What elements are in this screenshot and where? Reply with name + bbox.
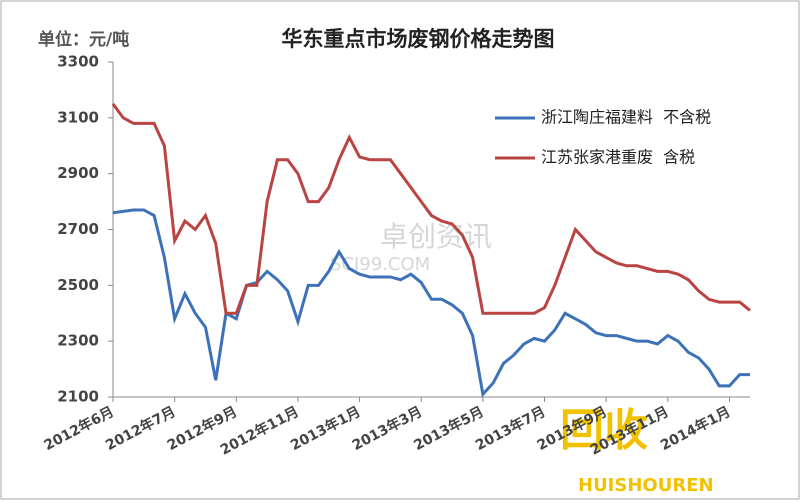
- watermark: 回收: [560, 405, 648, 456]
- y-tick-label: 2500: [57, 276, 99, 294]
- y-tick-label: 2900: [57, 164, 99, 182]
- watermark: SCI99.COM: [330, 254, 430, 275]
- series-line: [111, 102, 751, 315]
- series-line: [112, 208, 750, 398]
- y-tick-label: 2300: [57, 332, 99, 350]
- y-tick-label: 3100: [57, 108, 99, 126]
- watermark: 卓创资讯: [380, 220, 492, 253]
- y-tick-label: 2700: [57, 220, 99, 238]
- unit-label: 单位：元/吨: [38, 29, 129, 50]
- y-tick-label: 2100: [57, 388, 99, 406]
- legend-label: 浙江陶庄福建料 不含税: [541, 108, 711, 127]
- y-tick-label: 3300: [57, 53, 99, 71]
- legend-label: 江苏张家港重废 含税: [541, 148, 695, 167]
- watermark: HUISHOUREN: [578, 475, 714, 496]
- chart-title: 华东重点市场废钢价格走势图: [282, 27, 555, 51]
